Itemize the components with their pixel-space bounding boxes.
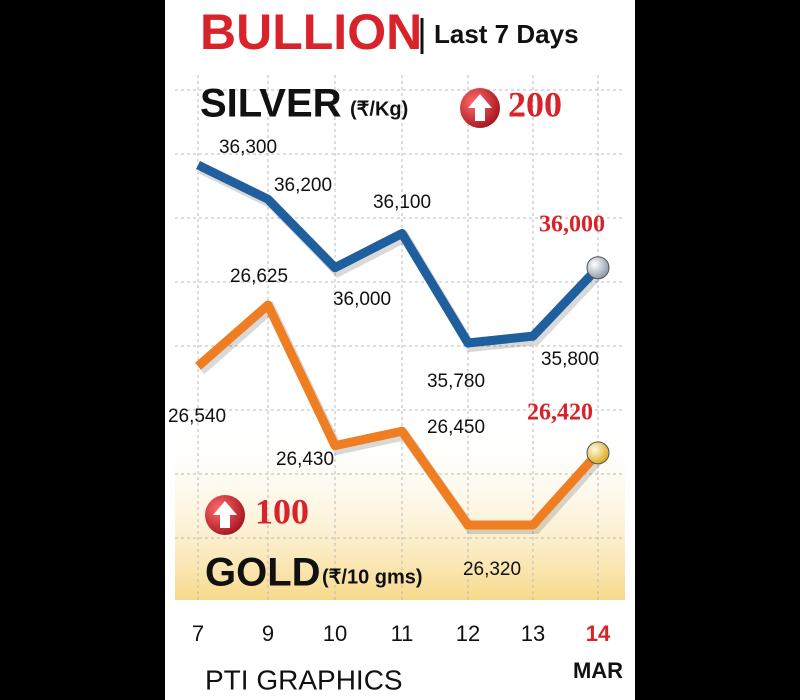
up-arrow (468, 94, 492, 121)
x-tick-label: 12 (456, 621, 480, 646)
data-label: 26,450 (427, 417, 485, 438)
x-tick-label: 13 (521, 621, 545, 646)
change-label: 200 (508, 84, 562, 124)
x-tick-label: 7 (192, 621, 204, 646)
chart-title: BULLION (200, 4, 422, 60)
data-label: 35,800 (541, 349, 599, 370)
x-tick-label: 9 (262, 621, 274, 646)
data-label: 35,780 (427, 371, 485, 392)
end-marker (586, 256, 610, 280)
data-label: 36,300 (219, 137, 277, 158)
x-tick-label: 14 (586, 621, 611, 646)
series-unit: (₹/Kg) (350, 98, 408, 120)
change-label: 100 (255, 491, 309, 531)
data-label: 26,540 (168, 406, 226, 427)
end-marker (586, 441, 610, 465)
month-label: MAR (573, 658, 623, 683)
data-label: 36,200 (274, 175, 332, 196)
series-name: GOLD (205, 551, 321, 595)
data-label: 26,625 (230, 266, 288, 287)
series-line (195, 300, 602, 530)
data-label: 26,420 (527, 400, 593, 426)
data-label: 36,100 (373, 192, 431, 213)
data-label: 36,000 (539, 212, 605, 238)
up-arrow (213, 501, 237, 528)
data-label: 36,000 (333, 289, 391, 310)
chart-subtitle: Last 7 Days (434, 19, 579, 49)
grid (175, 75, 625, 600)
series-unit: (₹/10 gms) (322, 566, 423, 588)
series-name: SILVER (200, 82, 342, 126)
series-line (196, 160, 602, 348)
data-label: 26,320 (463, 559, 521, 580)
x-tick-label: 10 (323, 621, 347, 646)
x-tick-label: 11 (391, 621, 414, 646)
data-label: 26,430 (276, 449, 334, 470)
source: PTI GRAPHICS (205, 664, 403, 695)
